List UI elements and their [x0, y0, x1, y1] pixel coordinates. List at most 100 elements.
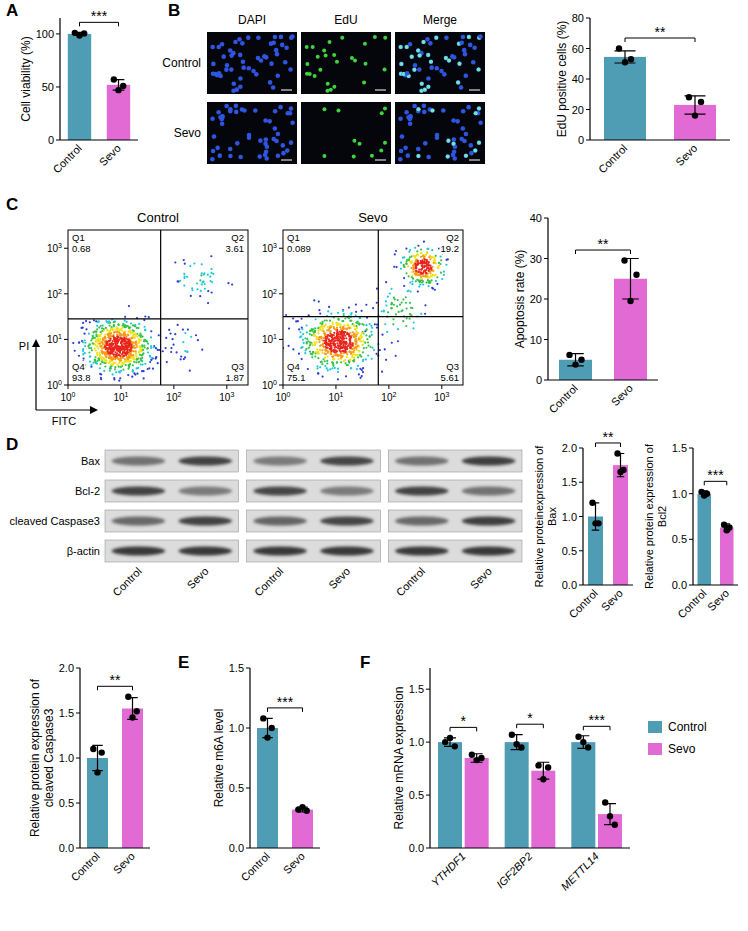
- nucleus: [464, 153, 469, 158]
- nucleus: [464, 132, 469, 137]
- edu-nucleus: [383, 107, 387, 111]
- event: [323, 326, 325, 328]
- nucleus: [289, 106, 294, 111]
- nucleus: [254, 72, 259, 77]
- event: [117, 364, 119, 366]
- event: [106, 342, 108, 344]
- event: [433, 262, 435, 264]
- edu-nucleus: [329, 88, 333, 92]
- event: [119, 357, 121, 359]
- event: [299, 331, 301, 333]
- event: [365, 347, 367, 349]
- event: [360, 334, 362, 336]
- edu-nucleus: [322, 48, 326, 52]
- nucleus: [462, 48, 467, 53]
- event: [143, 377, 145, 379]
- edu-nucleus: [318, 68, 322, 72]
- event: [384, 348, 386, 350]
- event: [119, 377, 121, 379]
- event: [136, 373, 138, 375]
- event: [123, 360, 125, 362]
- event: [93, 319, 95, 321]
- nucleus: [429, 60, 434, 65]
- edu-nucleus: [305, 45, 309, 49]
- event: [314, 344, 316, 346]
- event: [95, 331, 97, 333]
- nucleus: [452, 137, 457, 142]
- nucleus: [262, 54, 267, 59]
- flow-plot: Sevo100100101101102102103103Q10.089Q219.…: [262, 210, 463, 403]
- nucleus: [398, 116, 403, 121]
- nucleus: [280, 43, 285, 48]
- nucleus: [263, 118, 268, 123]
- event: [326, 319, 328, 321]
- flow-tick-label: 102: [47, 288, 62, 300]
- event: [132, 334, 134, 336]
- event: [142, 363, 144, 365]
- event: [112, 329, 114, 331]
- event: [301, 358, 303, 360]
- event: [300, 318, 302, 320]
- event: [96, 363, 98, 365]
- data-point: [616, 45, 622, 51]
- nucleus: [446, 138, 451, 143]
- edu-nucleus: [336, 109, 340, 113]
- event: [327, 329, 329, 331]
- event: [357, 365, 359, 367]
- event: [138, 323, 140, 325]
- event: [358, 339, 360, 341]
- event: [95, 331, 97, 333]
- event: [329, 368, 331, 370]
- nucleus: [220, 42, 225, 47]
- event: [141, 354, 143, 356]
- axis-title-line: EdU positive cells (%): [555, 21, 569, 138]
- nucleus: [238, 84, 243, 89]
- event: [138, 351, 140, 353]
- event: [126, 357, 128, 359]
- event: [184, 332, 186, 334]
- event: [339, 326, 341, 328]
- edu-nucleus: [352, 139, 356, 143]
- edu-nucleus: [422, 40, 426, 44]
- event: [99, 373, 101, 375]
- event: [336, 362, 338, 364]
- event: [150, 330, 152, 332]
- event: [408, 318, 410, 320]
- data-point: [81, 30, 87, 36]
- event: [108, 336, 110, 338]
- edu-nucleus: [322, 154, 326, 158]
- event: [390, 307, 392, 309]
- event: [365, 304, 367, 306]
- event: [387, 311, 389, 313]
- event: [332, 362, 334, 364]
- event: [316, 341, 318, 343]
- event: [349, 332, 351, 334]
- edu-nucleus: [447, 58, 451, 62]
- nucleus: [416, 154, 421, 159]
- nucleus: [441, 108, 446, 113]
- event: [395, 250, 397, 252]
- label-patch: [230, 361, 245, 372]
- event: [92, 335, 94, 337]
- event: [89, 361, 91, 363]
- event: [391, 342, 393, 344]
- event: [120, 357, 122, 359]
- event: [318, 309, 320, 311]
- event: [189, 265, 191, 267]
- nucleus: [416, 107, 421, 112]
- event: [116, 349, 118, 351]
- edu-nucleus: [477, 141, 481, 145]
- event: [133, 361, 135, 363]
- label-patch: [71, 361, 86, 372]
- event: [339, 324, 341, 326]
- tick-exponent: 0: [72, 391, 76, 398]
- event: [204, 288, 206, 290]
- nucleus: [412, 67, 417, 72]
- quadrant-name: Q2: [231, 232, 244, 243]
- event: [376, 326, 378, 328]
- nucleus: [217, 71, 222, 76]
- flow-tick-label: 100: [60, 391, 75, 403]
- event: [416, 250, 418, 252]
- event: [403, 285, 405, 287]
- y-tick-label: 100: [36, 28, 54, 40]
